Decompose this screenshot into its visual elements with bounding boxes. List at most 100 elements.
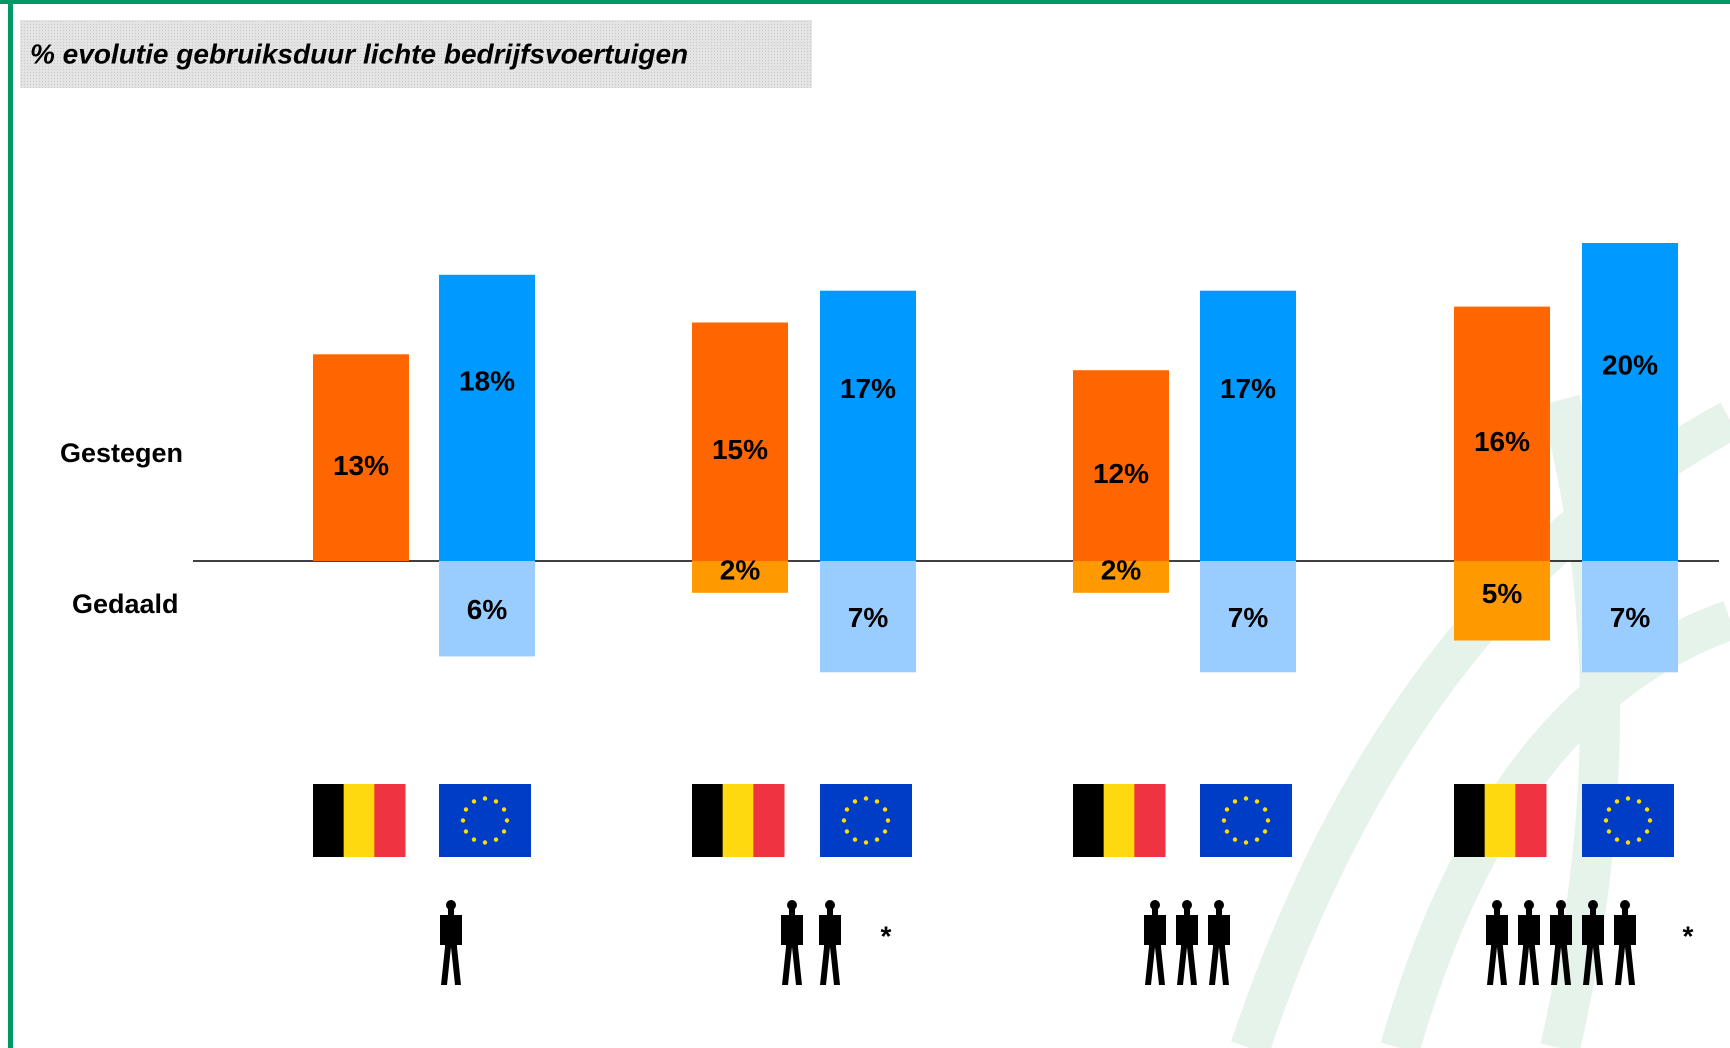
bars: 13% 18% 15% 17% 12% 17% 16% 20% 6% 2% 7% 2% 7% 5% 7% [313, 243, 1678, 673]
eu-flag [439, 784, 531, 857]
belgian-flag-stripe [722, 784, 754, 857]
eu-star [1262, 807, 1268, 812]
bar [439, 561, 535, 657]
eu-star [1603, 818, 1609, 823]
belgian-flag-stripe [753, 784, 785, 857]
flags [313, 784, 1674, 857]
value-label: 18% [459, 365, 515, 396]
eu-star [1644, 829, 1650, 834]
eu-star [482, 796, 488, 801]
eu-star [852, 799, 858, 804]
eu-star [501, 829, 507, 834]
eu-star [885, 818, 891, 823]
eu-star [1254, 837, 1260, 842]
eu-star [1243, 796, 1249, 801]
eu-star [493, 799, 499, 804]
eu-star [1254, 799, 1260, 804]
bar [1454, 561, 1550, 641]
belgian-flag-stripe [1134, 784, 1166, 857]
eu-star [844, 829, 850, 834]
eu-star [1265, 818, 1271, 823]
eu-star [1224, 829, 1230, 834]
chart-title: % evolutie gebruiksduur lichte bedrijfsv… [30, 38, 688, 69]
bar [1454, 306, 1550, 561]
eu-star [1262, 829, 1268, 834]
bar [1582, 561, 1678, 673]
eu-star [1614, 837, 1620, 842]
eu-star [1644, 807, 1650, 812]
bar [1200, 561, 1296, 673]
bar [1200, 290, 1296, 561]
bar [692, 561, 788, 593]
eu-star [1625, 840, 1631, 845]
eu-flag [820, 784, 912, 857]
eu-star [1224, 807, 1230, 812]
eu-star [471, 837, 477, 842]
belgian-flag-stripe [1454, 784, 1486, 857]
value-label: 15% [712, 434, 768, 465]
bar [692, 322, 788, 561]
eu-star [471, 799, 477, 804]
eu-flag [1582, 784, 1674, 857]
belgian-flag-stripe [374, 784, 406, 857]
eu-star [1232, 837, 1238, 842]
top-border [0, 0, 1730, 4]
title-box [20, 20, 812, 88]
footnote-mark: * [1683, 920, 1694, 951]
eu-star [1606, 807, 1612, 812]
footnote-mark: * [881, 920, 892, 951]
eu-star [882, 807, 888, 812]
eu-star [1625, 796, 1631, 801]
belgian-flag-stripe [1515, 784, 1547, 857]
eu-star [1647, 818, 1653, 823]
eu-star [460, 818, 466, 823]
bar [1582, 243, 1678, 561]
left-border [8, 0, 13, 1048]
value-label: 17% [840, 373, 896, 404]
bar [1073, 561, 1169, 593]
eu-star [1606, 829, 1612, 834]
eu-star [852, 837, 858, 842]
eu-star [482, 840, 488, 845]
eu-star [501, 807, 507, 812]
bar [820, 290, 916, 561]
value-label: 7% [1228, 602, 1269, 633]
value-label: 17% [1220, 373, 1276, 404]
belgian-flag-stripe [313, 784, 345, 857]
bar [313, 354, 409, 561]
eu-flag [1200, 784, 1292, 857]
eu-star [463, 829, 469, 834]
value-label: 7% [848, 602, 889, 633]
belgian-flag-stripe [1073, 784, 1105, 857]
eu-star [1243, 840, 1249, 845]
value-label: 16% [1474, 426, 1530, 457]
value-label: 12% [1093, 458, 1149, 489]
value-label: 2% [1101, 554, 1142, 585]
eu-star [1636, 799, 1642, 804]
value-label: 5% [1482, 578, 1523, 609]
eu-star [863, 840, 869, 845]
value-label: 13% [333, 450, 389, 481]
eu-star [463, 807, 469, 812]
row-label: Gestegen [60, 438, 183, 468]
eu-star [1636, 837, 1642, 842]
eu-star [1232, 799, 1238, 804]
belgian-flag-stripe [343, 784, 375, 857]
belgian-flag-stripe [1484, 784, 1516, 857]
belgian-flag-stripe [1103, 784, 1135, 857]
bar [439, 274, 535, 561]
bar [820, 561, 916, 673]
eu-star [493, 837, 499, 842]
eu-star [874, 837, 880, 842]
eu-star [1614, 799, 1620, 804]
eu-star [863, 796, 869, 801]
value-label: 20% [1602, 349, 1658, 380]
eu-star [504, 818, 510, 823]
eu-star [844, 807, 850, 812]
eu-star [1221, 818, 1227, 823]
row-label: Gedaald [72, 589, 179, 619]
value-label: 6% [467, 594, 508, 625]
eu-star [841, 818, 847, 823]
